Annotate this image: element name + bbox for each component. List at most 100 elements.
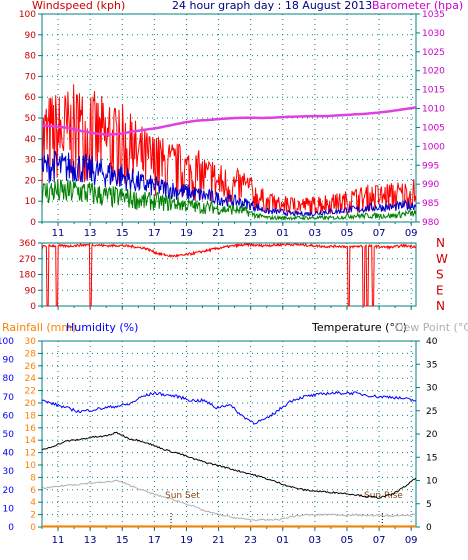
humidity-axis-label: Humidity (%) bbox=[66, 321, 138, 334]
wind-series-gust bbox=[41, 84, 417, 215]
bottom-hour-label-05: 05 bbox=[341, 535, 354, 546]
temp-ytick-label-5: 5 bbox=[426, 500, 432, 510]
humidity-ytick-label-50: 50 bbox=[3, 430, 15, 440]
humidity-ytick-label-70: 70 bbox=[3, 393, 15, 403]
wind-hour-label-15: 15 bbox=[116, 228, 129, 239]
bottom-hour-label-03: 03 bbox=[309, 535, 322, 546]
humidity-ytick-label-60: 60 bbox=[3, 411, 15, 421]
baro-ytick-label-1030: 1030 bbox=[422, 29, 445, 39]
bottom-hour-label-13: 13 bbox=[84, 535, 97, 546]
temp-ytick-label-35: 35 bbox=[426, 360, 437, 370]
humidity-ytick-label-40: 40 bbox=[3, 449, 15, 459]
humidity-ytick-label-90: 90 bbox=[3, 356, 15, 366]
wind-ytick-label-60: 60 bbox=[25, 93, 37, 103]
rain-ytick-label-4: 4 bbox=[30, 498, 36, 508]
baro-ytick-label-1000: 1000 bbox=[422, 142, 445, 152]
dir-ytick-label-360: 360 bbox=[19, 239, 36, 249]
dir-compass-label-W-1: W bbox=[436, 252, 448, 266]
baro-ytick-label-990: 990 bbox=[422, 180, 439, 190]
wind-ytick-label-50: 50 bbox=[25, 114, 37, 124]
wind-plot-frame bbox=[41, 13, 417, 223]
chart-title: 24 hour graph day : 18 August 2013 bbox=[172, 0, 372, 12]
dir-compass-label-N-4: N bbox=[436, 299, 445, 313]
wind-ytick-label-80: 80 bbox=[25, 52, 37, 62]
windspeed-axis-label: Windspeed (kph) bbox=[32, 0, 125, 12]
bottom-hour-label-15: 15 bbox=[116, 535, 129, 546]
wind-ytick-label-10: 10 bbox=[25, 197, 37, 207]
rain-ytick-label-12: 12 bbox=[25, 449, 36, 459]
dir-compass-label-N-0: N bbox=[436, 236, 445, 250]
wind-ytick-label-90: 90 bbox=[25, 31, 37, 41]
baro-ytick-label-985: 985 bbox=[422, 199, 439, 209]
dir-compass-label-E-3: E bbox=[436, 283, 444, 297]
dewpoint-axis-label: Dew Point (°C) bbox=[395, 321, 468, 334]
bottom-hour-label-07: 07 bbox=[373, 535, 386, 546]
wind-hour-label-17: 17 bbox=[148, 228, 161, 239]
rain-ytick-label-6: 6 bbox=[30, 486, 36, 496]
barometer-series bbox=[41, 106, 417, 136]
dir-compass-label-S-2: S bbox=[436, 268, 444, 282]
direction-series bbox=[41, 242, 417, 307]
wind-hour-label-01: 01 bbox=[276, 228, 289, 239]
rain-ytick-label-22: 22 bbox=[25, 387, 36, 397]
wind-hour-label-03: 03 bbox=[309, 228, 322, 239]
wind-ytick-label-100: 100 bbox=[19, 10, 36, 20]
rain-ytick-label-20: 20 bbox=[25, 399, 37, 409]
bottom-hour-label-19: 19 bbox=[180, 535, 193, 546]
bottom-hour-label-09: 09 bbox=[405, 535, 418, 546]
rainfall-axis-label: Rainfall (mm) bbox=[2, 321, 76, 334]
baro-ytick-label-1015: 1015 bbox=[422, 86, 445, 96]
temp-ytick-label-10: 10 bbox=[426, 477, 438, 487]
humidity-ytick-label-10: 10 bbox=[3, 504, 15, 514]
wind-hour-label-19: 19 bbox=[180, 228, 193, 239]
rain-ytick-label-18: 18 bbox=[25, 411, 37, 421]
dir-plot-frame bbox=[41, 242, 417, 307]
barometer-axis-label: Barometer (hpa) bbox=[372, 0, 463, 12]
wind-ytick-label-20: 20 bbox=[25, 176, 37, 186]
wind-series-average bbox=[41, 150, 417, 217]
sun-set-label: Sun Set bbox=[165, 491, 200, 501]
wind-hour-label-07: 07 bbox=[373, 228, 386, 239]
wind-hour-label-13: 13 bbox=[84, 228, 97, 239]
humidity-ytick-label-30: 30 bbox=[3, 467, 15, 477]
temp-ytick-label-15: 15 bbox=[426, 453, 437, 463]
temp-ytick-label-40: 40 bbox=[426, 337, 438, 347]
bottom-series-temperature bbox=[41, 431, 417, 499]
baro-ytick-label-980: 980 bbox=[422, 218, 439, 228]
wind-ytick-label-0: 0 bbox=[30, 218, 36, 228]
humidity-ytick-label-20: 20 bbox=[3, 486, 15, 496]
baro-ytick-label-1025: 1025 bbox=[422, 48, 445, 58]
bottom-hour-label-23: 23 bbox=[244, 535, 257, 546]
baro-ytick-label-1005: 1005 bbox=[422, 123, 445, 133]
bottom-hour-label-01: 01 bbox=[276, 535, 289, 546]
wind-series-wind bbox=[41, 179, 417, 221]
rain-ytick-label-2: 2 bbox=[30, 511, 36, 521]
wind-hour-label-09: 09 bbox=[405, 228, 418, 239]
baro-ytick-label-1020: 1020 bbox=[422, 67, 445, 77]
bottom-series-humidity bbox=[41, 390, 417, 425]
temp-ytick-label-20: 20 bbox=[426, 430, 438, 440]
rain-ytick-label-0: 0 bbox=[30, 523, 36, 533]
humidity-ytick-label-100: 100 bbox=[0, 337, 14, 347]
temp-ytick-label-30: 30 bbox=[426, 384, 438, 394]
humidity-ytick-label-80: 80 bbox=[3, 374, 15, 384]
wind-hour-label-23: 23 bbox=[244, 228, 257, 239]
wind-ytick-label-70: 70 bbox=[25, 72, 37, 82]
dir-ytick-label-270: 270 bbox=[19, 255, 36, 265]
baro-ytick-label-1035: 1035 bbox=[422, 10, 445, 20]
temp-ytick-label-0: 0 bbox=[426, 523, 432, 533]
rain-ytick-label-10: 10 bbox=[25, 461, 37, 471]
rain-ytick-label-8: 8 bbox=[30, 473, 36, 483]
rain-ytick-label-26: 26 bbox=[25, 362, 37, 372]
rain-ytick-label-24: 24 bbox=[25, 374, 37, 384]
bottom-hour-label-11: 11 bbox=[52, 535, 65, 546]
temp-ytick-label-25: 25 bbox=[426, 407, 437, 417]
rain-ytick-label-14: 14 bbox=[25, 436, 37, 446]
rain-ytick-label-28: 28 bbox=[25, 349, 37, 359]
wind-ytick-label-40: 40 bbox=[25, 135, 37, 145]
rain-ytick-label-16: 16 bbox=[25, 424, 37, 434]
bottom-plot-frame bbox=[41, 340, 417, 528]
wind-hour-label-21: 21 bbox=[212, 228, 225, 239]
